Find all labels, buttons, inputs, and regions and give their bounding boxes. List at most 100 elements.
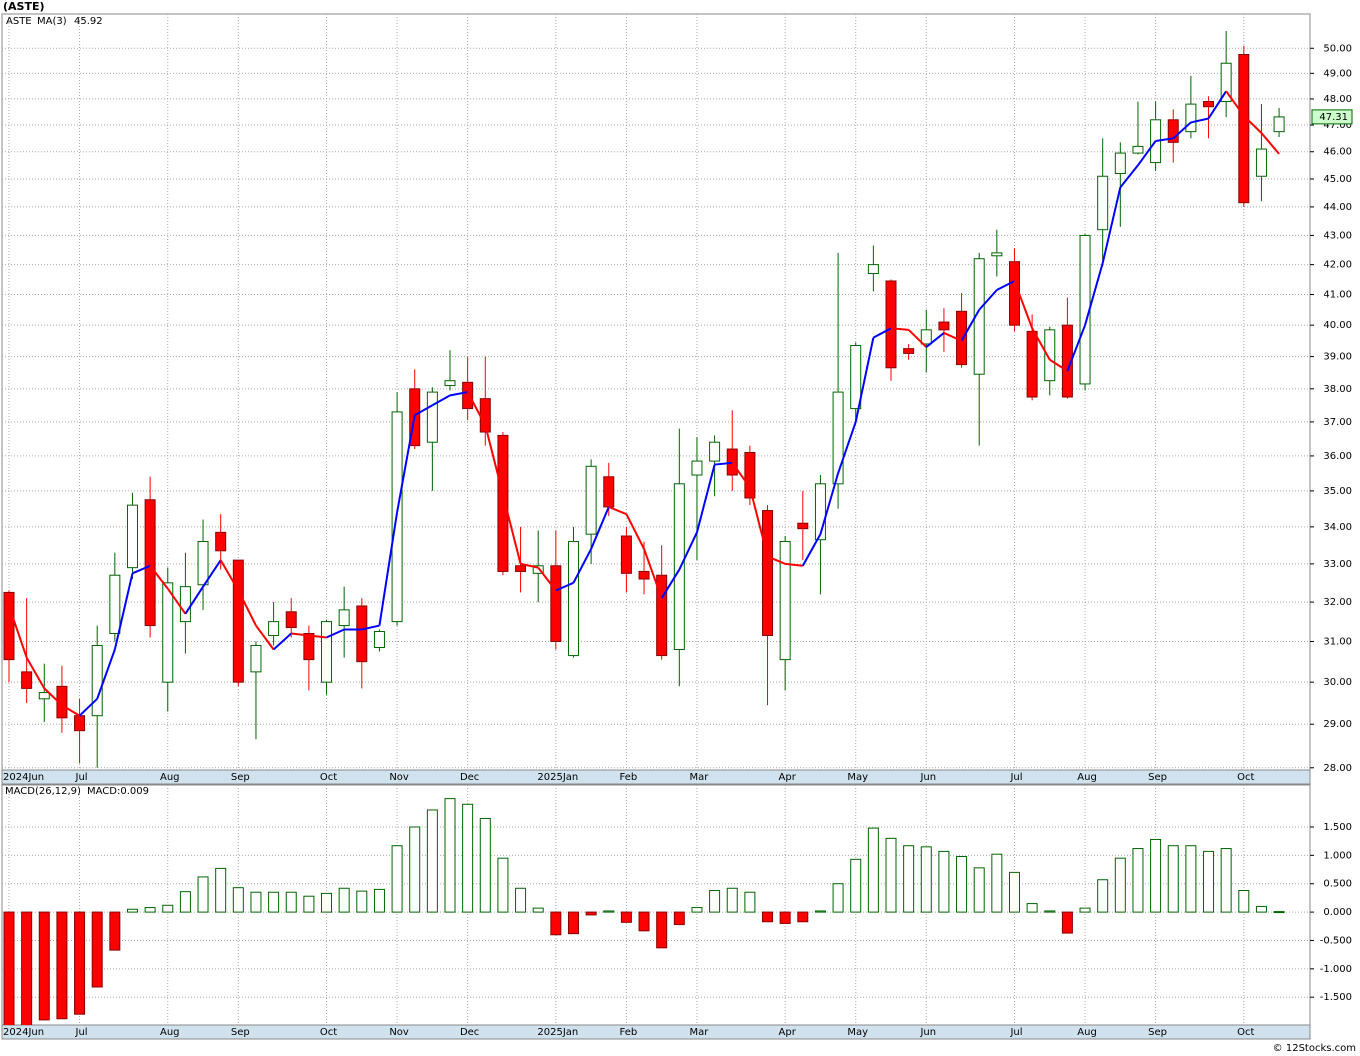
ma-line — [378, 512, 399, 626]
ma-line — [643, 548, 663, 599]
ma-line — [184, 586, 204, 615]
legend-ma: MA(3) — [37, 16, 67, 27]
ma-line — [1084, 262, 1104, 326]
candle-body — [532, 565, 544, 574]
macd-bar — [268, 891, 280, 913]
macd-bar — [497, 857, 509, 913]
macd-bar — [321, 892, 333, 913]
ma-line — [590, 506, 610, 550]
x-tick-label: Jun — [919, 772, 936, 783]
ma-line — [113, 573, 134, 650]
candle-body — [867, 264, 879, 275]
macd-bar — [126, 908, 138, 913]
macd-bar — [391, 845, 403, 913]
macd-bars — [3, 798, 1285, 1025]
macd-bar — [444, 798, 456, 913]
ma-line — [1243, 115, 1263, 134]
x-tick-label: Jul — [1009, 772, 1022, 783]
macd-bar — [338, 887, 350, 913]
chart-title: (ASTE) — [3, 0, 45, 13]
candle-body — [462, 381, 474, 410]
ma-line — [907, 329, 927, 348]
macd-bar — [1185, 845, 1197, 913]
candle-body — [938, 321, 950, 331]
ma-line — [96, 649, 116, 700]
ma-line — [1066, 324, 1086, 372]
x-tick-label: Sep — [231, 1027, 250, 1038]
candle-body — [444, 380, 456, 387]
candle-body — [956, 310, 968, 366]
candle-body — [162, 582, 174, 683]
x-tick-label: Aug — [160, 772, 180, 783]
ma-line — [625, 513, 645, 550]
macd-bar — [38, 911, 50, 1021]
macd-bar — [832, 883, 844, 913]
ma-line — [1101, 187, 1122, 264]
ma-line — [255, 624, 275, 651]
candle-body — [691, 460, 703, 476]
macd-bar — [56, 911, 68, 1020]
candle-body — [1167, 119, 1179, 143]
candle-body — [1273, 116, 1285, 133]
y-tick-label: 1.500 — [1323, 822, 1352, 833]
ma-line — [219, 559, 240, 592]
ma-line — [731, 462, 751, 488]
y-tick-label: 31.00 — [1323, 636, 1352, 647]
x-tick-label: Sep — [1148, 1027, 1167, 1038]
macd-bar — [356, 890, 368, 913]
y-tick-label: 46.00 — [1323, 147, 1352, 158]
candle-body — [356, 605, 368, 663]
footer: © 12Stocks.com — [1273, 1043, 1356, 1054]
candle-body — [779, 541, 791, 661]
macd-bar — [885, 837, 897, 913]
macd-bar — [109, 911, 121, 951]
y-tick-label: 44.00 — [1323, 202, 1352, 213]
ma-line — [361, 624, 380, 631]
ma-line — [272, 632, 292, 651]
ma-line — [1049, 358, 1068, 372]
y-tick-label: 0.500 — [1323, 879, 1352, 890]
macd-bar — [215, 867, 227, 913]
y-tick-label: 49.00 — [1323, 68, 1352, 79]
candle-body — [1203, 101, 1215, 108]
candle-body — [762, 510, 774, 636]
macd-bar — [285, 891, 297, 913]
candle-body — [303, 632, 315, 661]
y-tick-label: 28.00 — [1323, 763, 1352, 774]
macd-bar — [762, 911, 774, 923]
ma-line — [943, 332, 962, 342]
macd-bar — [3, 911, 15, 1025]
y-tick-label: 38.00 — [1323, 384, 1352, 395]
macd-bar — [797, 911, 809, 923]
y-tick-label: -0.500 — [1320, 935, 1352, 946]
date-strip — [1, 1024, 1311, 1040]
candles — [3, 31, 1285, 768]
y-tick-label: 39.00 — [1323, 352, 1352, 363]
candle-body — [850, 345, 862, 410]
ma-line — [501, 494, 522, 565]
candle-body — [1185, 103, 1197, 133]
macd-bar — [1044, 910, 1056, 913]
candle-body — [920, 329, 932, 345]
ma-line — [132, 564, 151, 575]
macd-bar — [515, 887, 527, 913]
ma-line — [43, 687, 63, 706]
x-tick-label: Jul — [75, 1027, 88, 1038]
ma-line — [449, 391, 468, 397]
ma-line — [996, 280, 1015, 291]
ma-line — [1155, 137, 1174, 142]
macd-bar — [1026, 903, 1038, 913]
y-tick-label: -1.500 — [1320, 992, 1352, 1003]
candle-body — [21, 671, 33, 689]
legend-symbol: ASTE — [6, 16, 32, 27]
ma-line — [801, 533, 822, 567]
ma-line — [466, 391, 487, 426]
y-tick-label: 37.00 — [1323, 417, 1352, 428]
ma-line — [854, 337, 875, 423]
macd-bar — [91, 911, 103, 988]
y-tick-label: 35.00 — [1323, 486, 1352, 497]
x-tick-label: 2024Jun — [3, 1027, 44, 1038]
x-tick-label: Jul — [1009, 1027, 1022, 1038]
